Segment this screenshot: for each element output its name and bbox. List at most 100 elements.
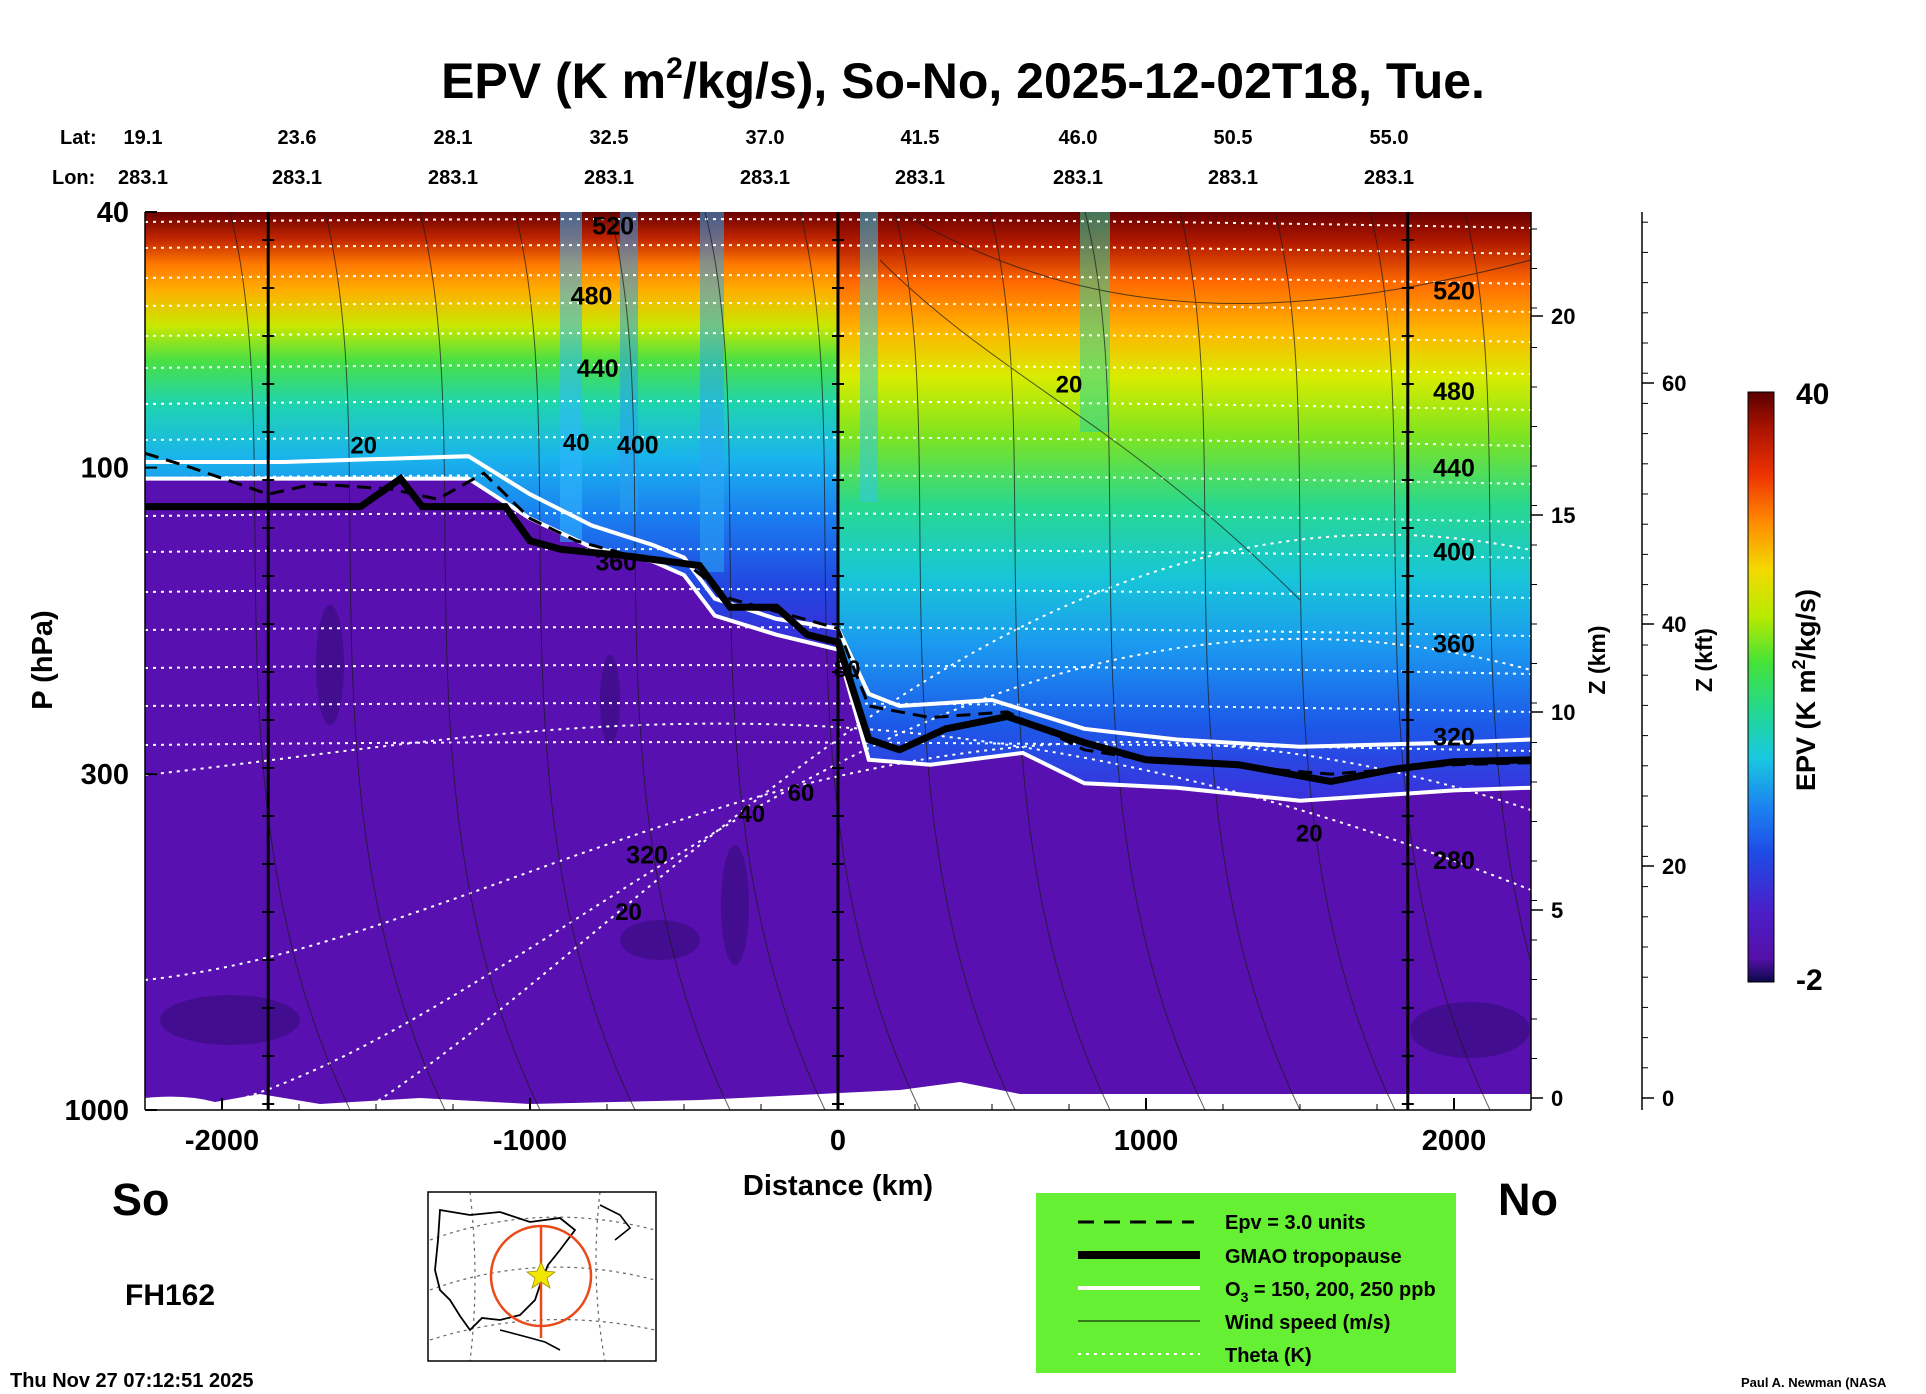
star-marker-icon xyxy=(525,1261,557,1289)
legend-epv: Epv = 3.0 units xyxy=(1225,1212,1366,1234)
theta-line xyxy=(362,533,1531,1110)
y-axis: 40 100 300 1000 xyxy=(64,197,157,1127)
z-km-tick-label: 0 xyxy=(1551,1086,1563,1111)
wind-line xyxy=(1369,212,1491,1110)
z-kft-tick-label: 20 xyxy=(1662,854,1686,879)
epv-streaks xyxy=(560,212,1110,572)
colorbar-max-label: 40 xyxy=(1796,378,1829,411)
lat-lon-header: 19.1 23.6 28.1 32.5 37.0 41.5 46.0 50.5 55.0 283.… xyxy=(118,127,1414,189)
z-km-tick-label: 15 xyxy=(1551,503,1575,528)
vertical-markers xyxy=(262,212,1414,1110)
lon-value: 283.1 xyxy=(740,167,790,189)
wind-label: 20 xyxy=(350,432,377,459)
theta-label: 480 xyxy=(1433,378,1475,406)
lat-value: 19.1 xyxy=(124,127,163,149)
theta-line xyxy=(145,722,1531,891)
theta-label: 400 xyxy=(1433,538,1475,566)
wind-line xyxy=(1464,212,1531,965)
wind-line xyxy=(894,212,1016,1110)
wind-line xyxy=(1179,212,1301,1110)
y-tick-label: 100 xyxy=(81,453,129,485)
x-tick-label: -1000 xyxy=(493,1125,567,1157)
wind-line xyxy=(1274,212,1396,1110)
lat-row-label: Lat: xyxy=(60,127,97,149)
wind-line xyxy=(879,259,1301,601)
y-tick-label: 40 xyxy=(97,197,129,229)
wind-line xyxy=(799,212,921,1110)
z-km-axis: 0 5 10 15 20 xyxy=(1530,212,1575,1111)
theta-line xyxy=(197,637,1531,1110)
wind-line xyxy=(419,212,541,1110)
lon-value: 283.1 xyxy=(1364,167,1414,189)
wind-line xyxy=(514,212,636,1110)
lat-value: 37.0 xyxy=(746,127,785,149)
x-tick-label: -2000 xyxy=(185,1125,259,1157)
z-kft-tick-label: 40 xyxy=(1662,612,1686,637)
z-km-axis-label: Z (km) xyxy=(1584,626,1610,695)
legend-ozone: O3 = 150, 200, 250 ppb xyxy=(1225,1279,1436,1305)
north-label: No xyxy=(1498,1174,1558,1225)
ozone-contour-lower xyxy=(145,476,1531,803)
x-axis: -2000 -1000 0 1000 2000 xyxy=(145,1098,1531,1157)
stratosphere-fill-north xyxy=(838,212,1531,801)
lon-value: 283.1 xyxy=(428,167,478,189)
z-km-tick-label: 10 xyxy=(1551,700,1575,725)
x-tick-label: 1000 xyxy=(1114,1125,1179,1157)
wind-label: 20 xyxy=(1296,821,1323,848)
theta-label: 360 xyxy=(595,548,637,576)
wind-line xyxy=(1084,212,1206,1110)
forecast-hour: FH162 xyxy=(125,1279,215,1312)
theta-label: 440 xyxy=(577,355,619,383)
theta-label: 520 xyxy=(1433,278,1475,306)
wind-contours xyxy=(229,212,1531,1110)
lon-value: 283.1 xyxy=(272,167,322,189)
y-axis-label: P (hPa) xyxy=(27,610,59,709)
wind-line xyxy=(609,212,731,1110)
y-tick-label: 1000 xyxy=(64,1095,129,1127)
north-america-outline xyxy=(434,1208,577,1332)
wind-label: 40 xyxy=(738,801,765,828)
legend-theta: Theta (K) xyxy=(1225,1345,1312,1367)
lon-row-label: Lon: xyxy=(52,167,95,189)
wind-line xyxy=(899,212,1531,304)
south-label: So xyxy=(112,1174,170,1225)
x-axis-label: Distance (km) xyxy=(743,1170,933,1202)
footer-timestamp: Thu Nov 27 07:12:51 2025 xyxy=(10,1370,253,1392)
legend-tropopause: GMAO tropopause xyxy=(1225,1246,1402,1268)
gmao-tropopause-line xyxy=(145,473,1531,786)
wind-line xyxy=(229,212,351,1110)
z-kft-axis-label: Z (kft) xyxy=(1691,628,1717,692)
wind-line xyxy=(324,212,446,1110)
theta-labels: 520 480 440 400 360 320 520 480 440 400 360 320 280 xyxy=(571,213,1475,875)
wind-label: 20 xyxy=(615,899,642,926)
wind-line xyxy=(704,212,826,1110)
theta-label: 320 xyxy=(1433,723,1475,751)
theta-label: 400 xyxy=(617,431,659,459)
lat-value: 23.6 xyxy=(278,127,317,149)
plot-area: 520480440400360320520480440400360320280 … xyxy=(145,212,1531,1110)
x-tick-label: 0 xyxy=(830,1125,846,1157)
lat-value: 50.5 xyxy=(1214,127,1253,149)
wind-label: 20 xyxy=(1056,372,1083,399)
lat-value: 32.5 xyxy=(590,127,629,149)
map-inset xyxy=(427,1191,657,1362)
lat-value: 55.0 xyxy=(1370,127,1409,149)
z-kft-axis: 0 20 40 60 xyxy=(1641,212,1686,1111)
lat-value: 46.0 xyxy=(1059,127,1098,149)
theta-label: 520 xyxy=(592,213,634,241)
wind-line xyxy=(989,212,1111,1110)
wind-label: 60 xyxy=(788,780,815,807)
wind-labels: 20 40 20 20 40 60 80 20 xyxy=(350,372,1322,926)
y-tick-label: 300 xyxy=(81,759,129,791)
lon-value: 283.1 xyxy=(584,167,634,189)
lon-value: 283.1 xyxy=(118,167,168,189)
colorbar-label: EPV (K m2/kg/s) xyxy=(1789,589,1821,791)
z-kft-tick-label: 0 xyxy=(1662,1086,1674,1111)
lat-value: 28.1 xyxy=(434,127,473,149)
colorbar xyxy=(1747,391,1775,983)
ozone-contour-upper xyxy=(145,454,1531,749)
theta-label: 280 xyxy=(1433,847,1475,875)
theta-label: 480 xyxy=(571,283,613,311)
lon-value: 283.1 xyxy=(1053,167,1103,189)
